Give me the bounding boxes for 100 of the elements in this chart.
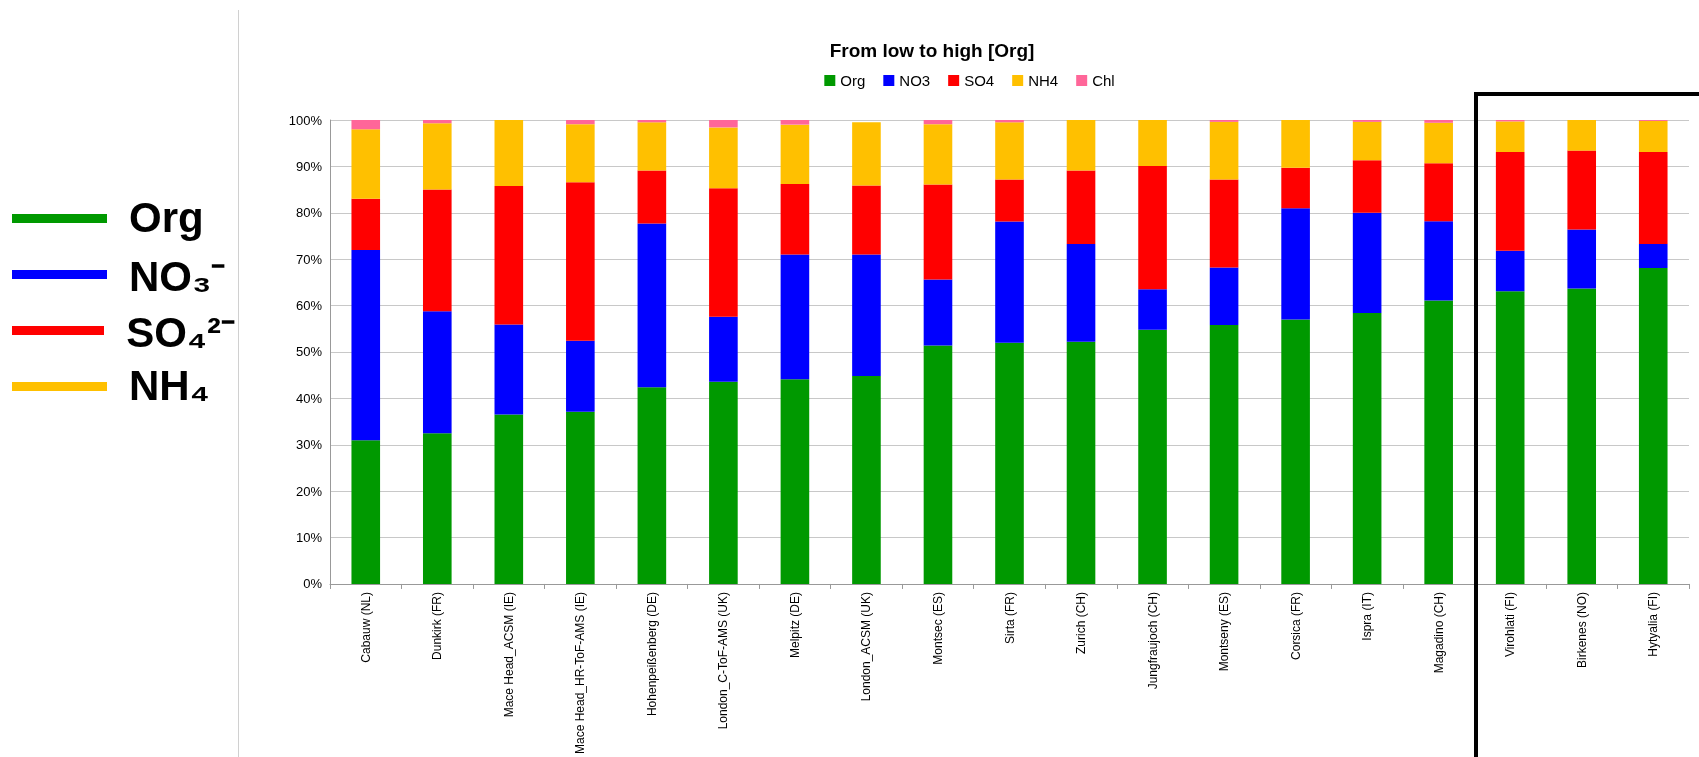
bar (351, 120, 381, 130)
x-tick-label: Dunkirk (FR) (430, 591, 445, 660)
bar (1495, 121, 1525, 153)
bar (566, 124, 595, 183)
x-tick-label: Hohenpeißenberg (DE) (644, 591, 659, 717)
bar (780, 120, 810, 125)
bar (1138, 165, 1167, 290)
y-tick-label: 90% (295, 158, 323, 174)
bar (923, 345, 953, 584)
bar (422, 311, 452, 434)
bar (709, 316, 738, 382)
y-tick-label: 20% (295, 483, 323, 499)
bar (1066, 120, 1096, 171)
legend-label: Org (840, 72, 866, 89)
bar (1495, 152, 1525, 251)
bar (1209, 267, 1239, 326)
bar (923, 120, 953, 125)
bar (780, 184, 810, 255)
x-tick-label: Corsica (FR) (1288, 591, 1303, 660)
bar (494, 120, 524, 186)
bar (1567, 120, 1597, 151)
bar (1209, 179, 1239, 268)
bar (1138, 289, 1167, 330)
y-tick-label: 0% (303, 576, 323, 592)
x-tick-label: Virohlati (FI) (1503, 591, 1518, 658)
bar (1281, 167, 1310, 209)
y-tick-label: 10% (295, 530, 323, 546)
bar (351, 440, 381, 584)
y-tick-label: 70% (295, 251, 323, 267)
bar (780, 379, 810, 584)
legend-label: Chl (1092, 72, 1115, 89)
text: Org (129, 194, 204, 242)
bar (995, 122, 1024, 180)
bar (852, 254, 881, 377)
text: NO₃⁻ (129, 251, 226, 302)
text: SO₄²⁻ (126, 307, 235, 358)
bar (1424, 221, 1453, 301)
legend-label: SO4 (964, 72, 995, 89)
bar (637, 122, 667, 171)
x-tick-label: Montsec (ES) (930, 591, 945, 665)
bar (780, 254, 810, 380)
bar (852, 185, 881, 255)
text: NH₄ (129, 362, 210, 410)
bar (995, 179, 1024, 222)
bar (1352, 121, 1382, 161)
bar (494, 414, 524, 584)
chart-title: From low to high [Org] (829, 40, 1035, 61)
bar (1352, 212, 1382, 314)
y-tick-label: 50% (295, 344, 323, 360)
bar (709, 188, 738, 317)
bar (566, 340, 595, 412)
bar (637, 223, 667, 388)
bar (1638, 152, 1668, 244)
bar (1138, 120, 1167, 166)
bar (1495, 291, 1525, 584)
bar (566, 120, 595, 125)
bar (1352, 313, 1382, 584)
bar (566, 411, 595, 584)
bar (1567, 229, 1597, 289)
x-tick-label: Ispra (IT) (1360, 591, 1375, 641)
bar (709, 381, 738, 584)
bar (1138, 329, 1167, 584)
x-tick-label: Montseny (ES) (1217, 591, 1232, 672)
bar (351, 129, 381, 199)
bar (1495, 250, 1525, 292)
bar (923, 184, 953, 280)
y-tick-label: 100% (288, 112, 323, 128)
bar (351, 198, 381, 250)
bar (1066, 170, 1096, 244)
y-tick-label: 60% (295, 298, 323, 314)
x-tick-label: London_ACSM (UK) (859, 591, 874, 702)
x-tick-label: London_C-ToF-AMS (UK) (716, 591, 731, 730)
legend-label: NH4 (1028, 72, 1059, 89)
bar (637, 170, 667, 224)
bar (1638, 268, 1668, 584)
bar (422, 123, 452, 190)
bar (852, 376, 881, 584)
bar (709, 127, 738, 189)
bar (1638, 120, 1668, 153)
bar (709, 120, 738, 128)
bar (780, 124, 810, 185)
bar (995, 221, 1024, 343)
bar (422, 433, 452, 584)
bar (1066, 243, 1096, 342)
bar (494, 324, 524, 415)
bar (1209, 121, 1239, 180)
bar (494, 185, 524, 325)
y-tick-label: 80% (295, 205, 323, 221)
x-tick-label: Hytyalia (FI) (1646, 591, 1661, 657)
x-tick-label: Magadino (CH) (1431, 591, 1446, 674)
x-tick-label: Cabauw (NL) (358, 591, 373, 663)
x-tick-label: Zurich (CH) (1074, 591, 1089, 654)
bar (923, 124, 953, 185)
bar (1281, 208, 1310, 320)
bar (1567, 288, 1597, 584)
bar (566, 182, 595, 341)
y-tick-label: 30% (295, 437, 323, 453)
bar (1281, 319, 1310, 584)
bar (1066, 341, 1096, 584)
bar (995, 342, 1024, 584)
